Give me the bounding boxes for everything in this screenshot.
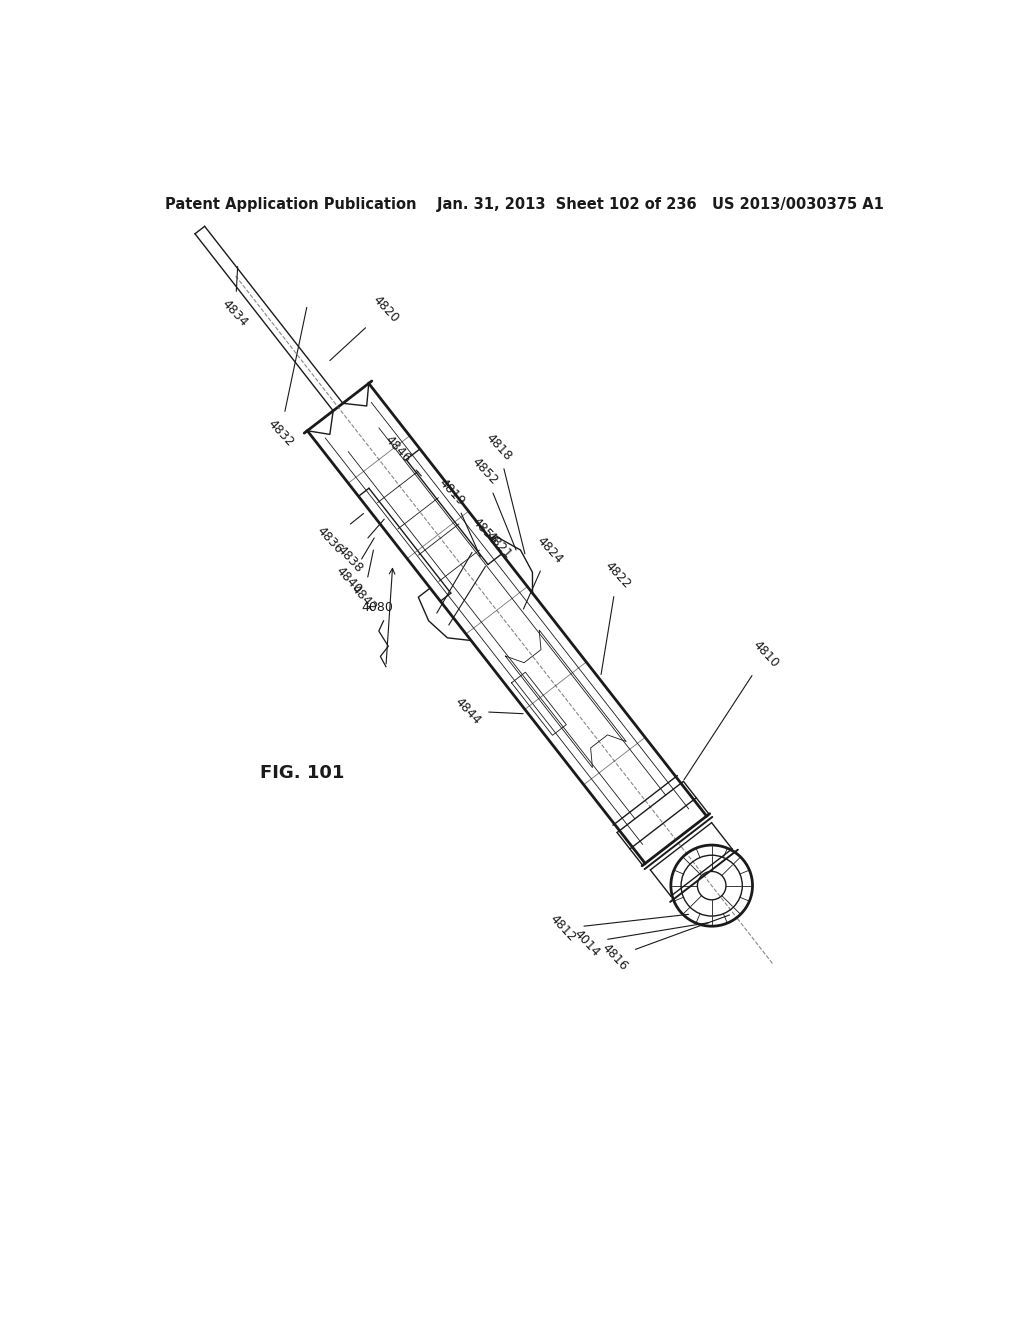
Text: 4838: 4838 xyxy=(334,519,384,576)
Text: 4856: 4856 xyxy=(437,515,500,614)
Text: FIG. 101: FIG. 101 xyxy=(260,764,345,783)
Text: 4832: 4832 xyxy=(265,308,307,449)
Text: 4836: 4836 xyxy=(314,513,364,557)
Text: 4818: 4818 xyxy=(483,432,525,554)
Text: 4080: 4080 xyxy=(361,601,393,614)
Text: 4844: 4844 xyxy=(453,696,523,727)
Text: 4822: 4822 xyxy=(601,560,633,675)
Text: 4810: 4810 xyxy=(684,639,781,780)
Text: 4842: 4842 xyxy=(348,550,379,615)
Text: 4824: 4824 xyxy=(523,533,565,609)
Text: 4821: 4821 xyxy=(449,529,514,624)
Text: 4820: 4820 xyxy=(330,293,401,360)
Text: Patent Application Publication    Jan. 31, 2013  Sheet 102 of 236   US 2013/0030: Patent Application Publication Jan. 31, … xyxy=(165,197,885,211)
Text: 4812: 4812 xyxy=(548,912,688,945)
Text: 4834: 4834 xyxy=(219,267,251,329)
Text: 4819: 4819 xyxy=(436,475,480,557)
Text: 4816: 4816 xyxy=(599,915,729,973)
Text: 4846: 4846 xyxy=(382,433,421,477)
Text: 4852: 4852 xyxy=(469,455,516,550)
Text: 4840: 4840 xyxy=(334,539,374,597)
Text: 4014: 4014 xyxy=(571,923,709,958)
